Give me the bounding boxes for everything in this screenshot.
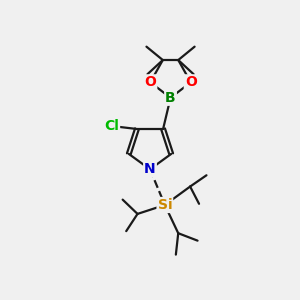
- Text: N: N: [144, 162, 156, 176]
- Text: O: O: [144, 75, 156, 89]
- Text: O: O: [185, 75, 197, 89]
- Text: B: B: [165, 91, 176, 105]
- Text: Cl: Cl: [104, 119, 119, 133]
- Text: Si: Si: [158, 198, 172, 212]
